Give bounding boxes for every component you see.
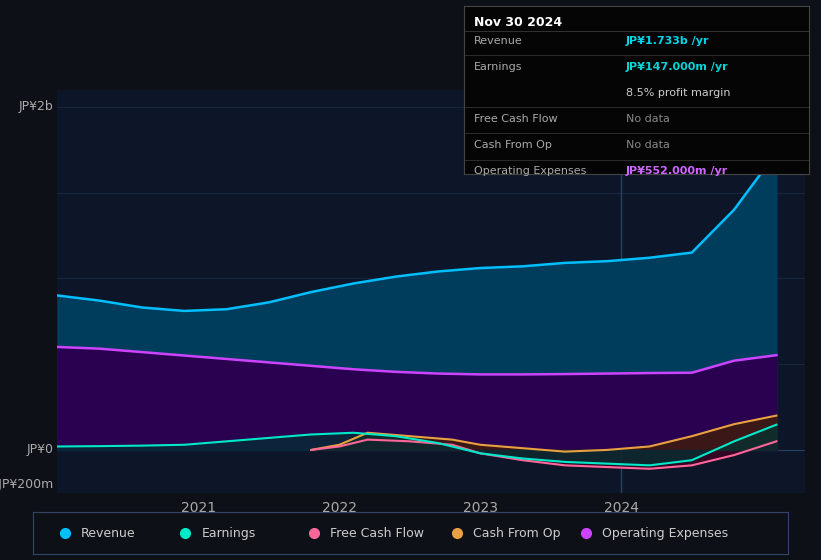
Text: Cash From Op: Cash From Op: [473, 527, 561, 540]
Text: Revenue: Revenue: [80, 527, 135, 540]
Text: 8.5% profit margin: 8.5% profit margin: [626, 88, 731, 98]
Text: Operating Expenses: Operating Expenses: [602, 527, 727, 540]
Text: Earnings: Earnings: [201, 527, 255, 540]
Text: -JP¥200m: -JP¥200m: [0, 478, 53, 491]
Text: JP¥2b: JP¥2b: [19, 100, 53, 113]
Text: No data: No data: [626, 140, 670, 150]
Text: Earnings: Earnings: [475, 62, 523, 72]
Text: Nov 30 2024: Nov 30 2024: [475, 16, 562, 29]
Text: Operating Expenses: Operating Expenses: [475, 166, 586, 176]
Text: Free Cash Flow: Free Cash Flow: [330, 527, 424, 540]
Text: JP¥552.000m /yr: JP¥552.000m /yr: [626, 166, 728, 176]
Text: Revenue: Revenue: [475, 36, 523, 46]
Text: JP¥147.000m /yr: JP¥147.000m /yr: [626, 62, 728, 72]
Text: JP¥1.733b /yr: JP¥1.733b /yr: [626, 36, 709, 46]
Text: No data: No data: [626, 114, 670, 124]
Text: JP¥0: JP¥0: [27, 444, 53, 456]
Text: Cash From Op: Cash From Op: [475, 140, 552, 150]
Text: Free Cash Flow: Free Cash Flow: [475, 114, 557, 124]
